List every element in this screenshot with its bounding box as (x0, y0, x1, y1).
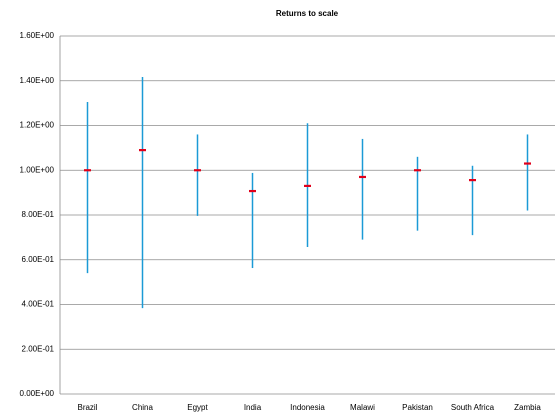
x-tick-label: Indonesia (290, 403, 325, 412)
y-tick-label: 1.60E+00 (20, 31, 55, 40)
y-tick-label: 0.00E+00 (20, 389, 55, 398)
x-tick-label: Egypt (187, 403, 208, 412)
x-tick-label: Zambia (514, 403, 541, 412)
x-tick-label: Brazil (77, 403, 97, 412)
x-tick-label: Malawi (350, 403, 375, 412)
x-tick-label: India (244, 403, 262, 412)
y-tick-label: 8.00E-01 (22, 210, 55, 219)
y-tick-label: 2.00E-01 (22, 344, 55, 353)
chart-title: Returns to scale (276, 9, 339, 18)
y-tick-label: 1.20E+00 (20, 121, 55, 130)
y-tick-label: 4.00E-01 (22, 300, 55, 309)
x-tick-label: Pakistan (402, 403, 433, 412)
y-tick-label: 1.00E+00 (20, 165, 55, 174)
y-tick-label: 6.00E-01 (22, 255, 55, 264)
x-tick-label: China (132, 403, 153, 412)
x-tick-label: South Africa (451, 403, 495, 412)
y-tick-label: 1.40E+00 (20, 76, 55, 85)
